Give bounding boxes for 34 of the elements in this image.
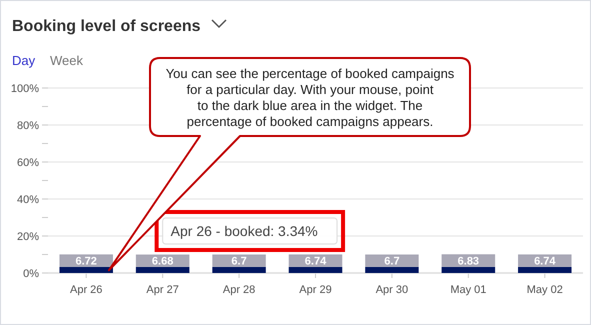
data-label: 6.83 — [458, 256, 480, 268]
annotation: Apr 26 - booked: 3.34% — [170, 223, 318, 239]
x-tick-label: Apr 27 — [146, 284, 179, 296]
annotation: You can see the percentage of booked campaigns for a particular day. With your mouse, point to the dark blue area in the widget. The percentage of booked campaigns appears. — [166, 66, 455, 129]
data-label: 6.7 — [384, 256, 400, 268]
text: Week — [50, 53, 84, 68]
y-tick-label: 0% — [23, 268, 40, 280]
text: Day — [12, 53, 36, 68]
data-label: 6.74 — [304, 256, 328, 268]
x-tick-label: May 02 — [526, 284, 563, 296]
x-tick-label: Apr 26 — [70, 284, 102, 296]
data-label: 6.72 — [76, 256, 97, 268]
y-tick-label: 100% — [10, 83, 40, 95]
y-tick-label: 20% — [16, 231, 40, 243]
bar — [365, 254, 419, 267]
bar — [518, 266, 572, 273]
chart-title: Booking level of screens — [12, 18, 201, 35]
data-label: 6.68 — [152, 256, 174, 268]
data-label: 6.7 — [231, 256, 247, 268]
x-tick-label: Apr 28 — [222, 284, 256, 296]
bar — [59, 266, 113, 273]
bar — [212, 266, 266, 273]
x-tick-label: May 01 — [450, 284, 486, 296]
x-tick-label: Apr 29 — [299, 284, 332, 296]
y-tick-label: 60% — [16, 157, 40, 169]
bar — [442, 266, 496, 273]
bar — [365, 266, 419, 273]
bar — [136, 266, 190, 273]
x-tick-label: Apr 30 — [376, 284, 408, 296]
y-tick-label: 80% — [16, 120, 40, 132]
data-label: 6.74 — [534, 256, 556, 268]
bar — [212, 254, 266, 267]
bar — [288, 266, 342, 273]
y-tick-label: 40% — [16, 194, 40, 206]
